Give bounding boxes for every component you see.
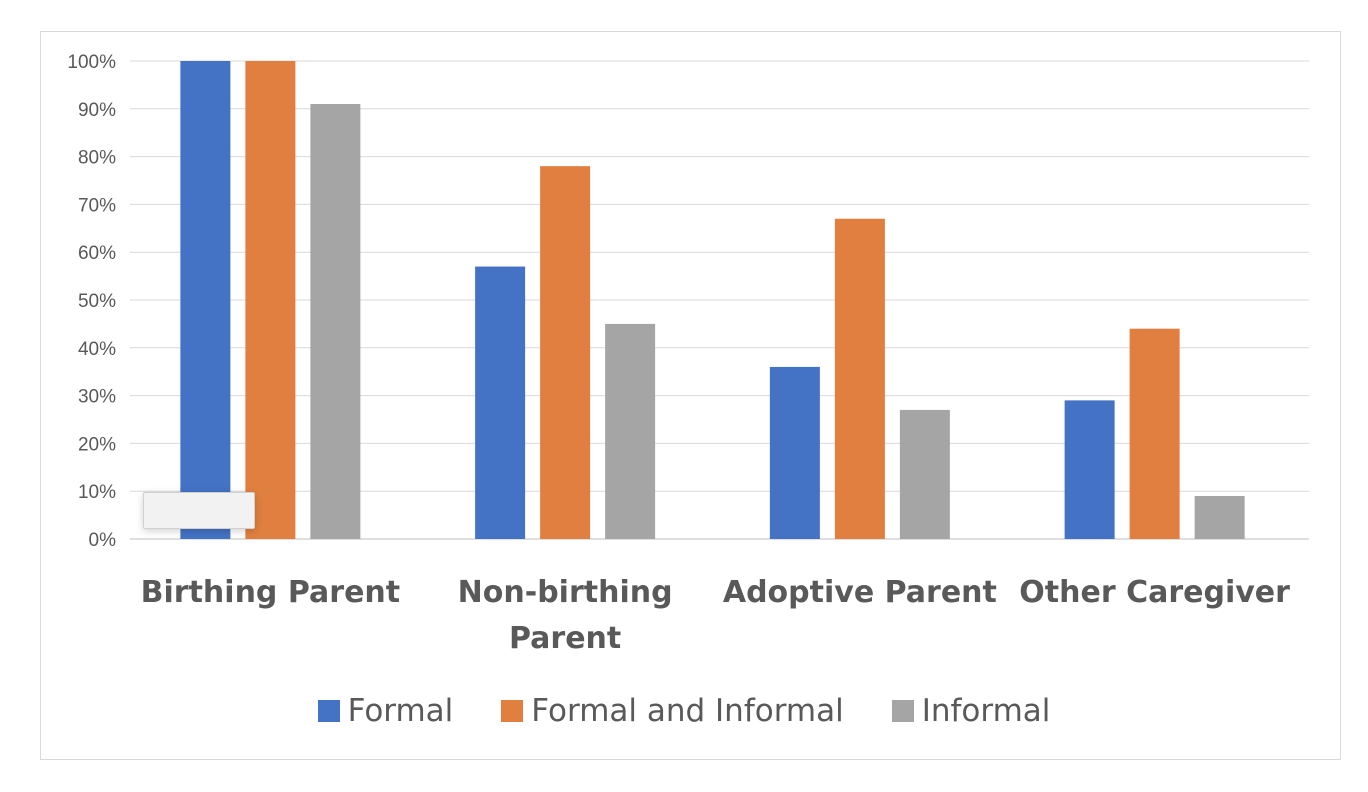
- legend-item-formal-and-informal: Formal and Informal: [501, 693, 844, 729]
- selection-handle[interactable]: [143, 492, 255, 529]
- y-tick-label: 0%: [89, 530, 117, 551]
- x-category-label: Non-birthing: [458, 575, 673, 610]
- x-axis-categories: Birthing Parent Non-birthing Parent Adoptiv…: [141, 575, 1291, 656]
- bar-informal-birthing-parent[interactable]: [310, 104, 361, 540]
- y-tick-label: 20%: [78, 434, 116, 455]
- bar-formal-and-informal-birthing-parent[interactable]: [245, 61, 296, 539]
- y-tick-label: 90%: [78, 100, 116, 121]
- bar-formal-adoptive-parent[interactable]: [769, 366, 820, 539]
- bar-informal-other-caregiver[interactable]: [1194, 495, 1245, 539]
- y-tick-label: 30%: [78, 387, 116, 408]
- legend: Formal Formal and Informal Informal: [0, 686, 1368, 736]
- y-tick-label: 10%: [78, 482, 116, 503]
- legend-label-informal: Informal: [921, 693, 1051, 729]
- bar-informal-adoptive-parent[interactable]: [899, 409, 950, 539]
- x-category-label: Adoptive Parent: [723, 575, 997, 610]
- bar-formal-and-informal-other-caregiver[interactable]: [1129, 328, 1180, 539]
- bar-informal-non-birthing-parent[interactable]: [605, 323, 656, 539]
- legend-label-formal-and-informal: Formal and Informal: [531, 693, 844, 729]
- y-tick-label: 70%: [78, 195, 116, 216]
- legend-item-formal: Formal: [317, 693, 454, 729]
- y-tick-label: 80%: [78, 148, 116, 169]
- y-tick-label: 50%: [78, 291, 116, 312]
- bar-formal-and-informal-adoptive-parent[interactable]: [834, 218, 885, 540]
- bar-formal-birthing-parent[interactable]: [180, 61, 231, 539]
- legend-swatch-informal: [891, 700, 914, 722]
- x-category-label: Other Caregiver: [1019, 575, 1290, 610]
- legend-item-informal: Informal: [891, 693, 1051, 729]
- y-tick-label: 40%: [78, 339, 116, 360]
- legend-swatch-formal: [317, 700, 340, 722]
- x-category-label: Birthing Parent: [141, 575, 400, 610]
- bar-formal-non-birthing-parent[interactable]: [475, 266, 526, 539]
- bar-formal-other-caregiver[interactable]: [1064, 400, 1115, 539]
- y-tick-label: 60%: [78, 243, 116, 264]
- legend-label-formal: Formal: [347, 693, 454, 729]
- legend-swatch-formal-and-informal: [501, 700, 524, 722]
- y-tick-label: 100%: [67, 52, 116, 73]
- bars: [180, 61, 1245, 540]
- y-axis-ticks: 0% 10% 20% 30% 40% 50% 60% 70% 80% 90% 100%: [67, 52, 116, 551]
- bar-formal-and-informal-non-birthing-parent[interactable]: [540, 166, 591, 539]
- x-category-label: Parent: [509, 621, 621, 656]
